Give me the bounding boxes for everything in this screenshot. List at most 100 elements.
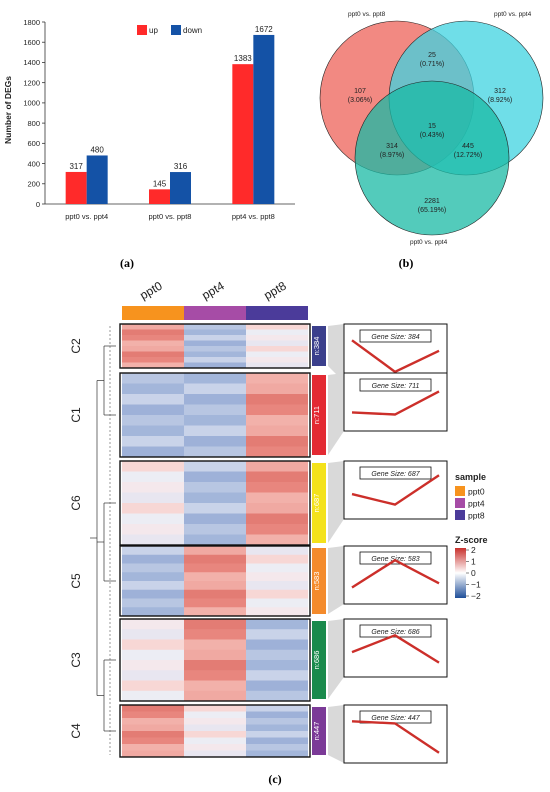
panel-label-c: (c) <box>268 772 281 786</box>
heat-cell <box>246 362 308 369</box>
heat-cell <box>122 436 184 447</box>
trend-connector <box>328 461 344 543</box>
heat-cell <box>184 639 246 651</box>
heat-cell <box>184 705 246 712</box>
heat-cell <box>122 340 184 347</box>
cluster-name-label: C1 <box>69 407 83 423</box>
sample-legend-label: ppt8 <box>468 511 485 521</box>
heat-cell <box>246 670 308 681</box>
heat-cell <box>246 329 308 336</box>
heat-cell <box>122 589 184 599</box>
heat-cell <box>184 724 246 732</box>
heat-cell <box>122 492 184 504</box>
venn-region-count: 445 <box>462 143 474 150</box>
bar-chart-ylabel: Number of DEGs <box>3 76 13 144</box>
dendrogram <box>90 326 116 755</box>
heat-cell <box>122 335 184 341</box>
heat-cell <box>184 503 246 514</box>
heat-cell <box>122 619 184 630</box>
heat-cell <box>184 436 246 447</box>
legend-label-down: down <box>183 26 202 35</box>
trend-line <box>351 633 440 664</box>
cluster-box <box>119 372 311 458</box>
heat-cell <box>246 705 308 712</box>
heat-cell <box>184 718 246 725</box>
heat-cell <box>184 394 246 405</box>
heat-cell <box>122 607 184 617</box>
heat-cell <box>246 690 308 702</box>
cluster-size-bar <box>312 463 326 543</box>
legend-sample-title: sample <box>455 472 486 482</box>
heat-cell <box>246 718 308 725</box>
x-category-label: ppt0 vs. ppt4 <box>65 212 108 221</box>
heat-cell <box>122 724 184 732</box>
heat-cell <box>184 619 246 630</box>
heat-cell <box>122 425 184 437</box>
heat-cell <box>122 394 184 405</box>
heat-cell <box>246 383 308 395</box>
heat-cell <box>184 524 246 535</box>
heat-cell <box>122 639 184 651</box>
heat-cell <box>122 415 184 426</box>
heat-cell <box>246 737 308 745</box>
venn-region-count: 25 <box>428 52 436 59</box>
heat-cell <box>122 404 184 416</box>
bar-up <box>232 64 254 204</box>
heat-cell <box>246 346 308 352</box>
cluster-size-label: n:384 <box>312 337 321 356</box>
cluster-name-label: C6 <box>69 495 83 511</box>
bar-value-label: 1672 <box>255 25 273 34</box>
heat-cell <box>122 482 184 493</box>
venn-region-percent: (0.71%) <box>420 61 445 68</box>
heat-cell <box>184 750 246 758</box>
heat-cell <box>122 554 184 564</box>
venn-region-percent: (3.06%) <box>348 97 373 104</box>
venn-region-count: 15 <box>428 123 436 130</box>
heat-cell <box>184 404 246 416</box>
heat-cell <box>246 589 308 599</box>
heat-cell <box>184 534 246 546</box>
zscore-tick-label: −1 <box>471 580 481 590</box>
heat-cell <box>184 546 246 556</box>
heat-cell <box>122 581 184 591</box>
sample-legend-label: ppt0 <box>468 487 485 497</box>
heat-cell <box>246 649 308 661</box>
heat-cell <box>184 351 246 358</box>
heat-cell <box>184 744 246 751</box>
heat-cell <box>184 670 246 681</box>
column-color-bar-ppt8 <box>246 306 308 320</box>
gene-size-label: Gene Size: 686 <box>371 629 419 636</box>
venn-region-percent: (0.43%) <box>420 132 445 139</box>
sample-legend-label: ppt4 <box>468 499 485 509</box>
cluster-box <box>119 323 311 369</box>
heat-cell <box>246 394 308 405</box>
zscore-tick-label: −2 <box>471 591 481 601</box>
heat-cell <box>246 425 308 437</box>
venn-set-label-1: ppt0 vs. ppt8 <box>348 11 386 18</box>
heat-cell <box>246 744 308 751</box>
heat-cell <box>246 572 308 582</box>
venn-region-percent: (12.72%) <box>454 152 482 159</box>
y-tick-label: 1400 <box>23 58 40 67</box>
heat-cell <box>122 598 184 608</box>
y-tick-label: 0 <box>36 200 40 209</box>
cluster-name-label: C5 <box>69 573 83 589</box>
heat-cell <box>184 554 246 564</box>
heat-cell <box>246 404 308 416</box>
y-tick-label: 1600 <box>23 38 40 47</box>
heat-cell <box>122 670 184 681</box>
y-tick-label: 800 <box>27 119 40 128</box>
column-label: ppt0 <box>137 278 165 302</box>
venn-region-count: 2281 <box>424 198 440 205</box>
panel-label-b: (b) <box>399 256 414 270</box>
gene-size-box <box>359 329 432 343</box>
heat-cell <box>184 629 246 640</box>
venn-region-count: 107 <box>354 88 366 95</box>
panel-label-a: (a) <box>120 256 134 270</box>
zscore-tick-label: 1 <box>471 557 476 567</box>
heat-cell <box>184 589 246 599</box>
heat-cell <box>184 731 246 738</box>
trend-connector <box>328 619 344 699</box>
heat-cell <box>122 351 184 358</box>
y-tick-label: 1800 <box>23 18 40 27</box>
